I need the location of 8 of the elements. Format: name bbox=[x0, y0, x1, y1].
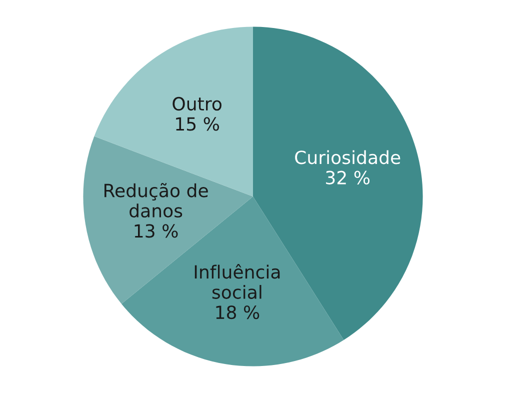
slice-label: Redução de danos bbox=[104, 183, 208, 218]
slice-label: Influência social bbox=[194, 264, 280, 299]
slice-label: Outro bbox=[172, 96, 222, 111]
data-label: 13 % bbox=[134, 224, 178, 238]
data-label: 15 % bbox=[176, 117, 219, 131]
data-label: 32 % bbox=[326, 170, 370, 184]
slice-label: Curiosidade bbox=[295, 150, 400, 164]
data-label: 18 % bbox=[216, 306, 260, 320]
